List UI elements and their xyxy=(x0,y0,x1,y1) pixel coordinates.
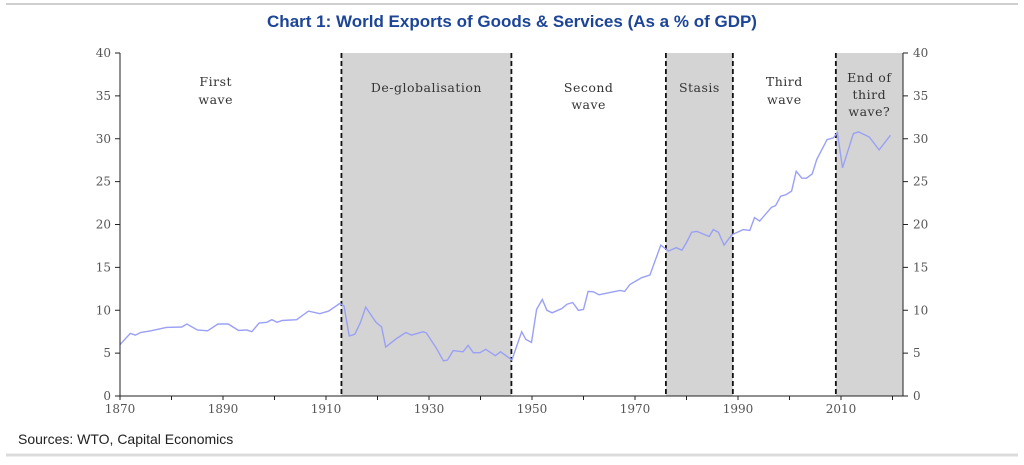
y-tick-label-left: 20 xyxy=(96,218,111,232)
chart-title: Chart 1: World Exports of Goods & Servic… xyxy=(267,12,757,31)
x-tick-label: 1910 xyxy=(311,402,342,416)
regions: First wave De-globalisation Second wave Stasi… xyxy=(198,53,903,396)
axes: 0 5 10 15 20 25 30 35 40 0 5 10 15 20 25 30 35 40 1870 1890… xyxy=(96,46,929,416)
region-label: wave xyxy=(571,97,606,112)
x-tick-label: 1950 xyxy=(517,402,548,416)
y-tick-label-right: 15 xyxy=(913,260,928,274)
y-tick-label-left: 30 xyxy=(96,132,111,146)
x-tick-label: 1890 xyxy=(208,402,239,416)
y-tick-label-left: 5 xyxy=(103,346,111,360)
region-label: De-globalisation xyxy=(371,80,482,95)
y-tick-label-left: 35 xyxy=(96,89,111,103)
y-tick-label-left: 0 xyxy=(103,389,111,403)
x-tick-label: 1930 xyxy=(414,402,445,416)
y-tick-label-right: 30 xyxy=(913,132,928,146)
y-tick-label-right: 25 xyxy=(913,175,928,189)
x-tick-label: 1870 xyxy=(105,402,136,416)
region-label: First xyxy=(199,74,232,89)
shaded-region xyxy=(835,53,903,396)
source-note: Sources: WTO, Capital Economics xyxy=(18,431,233,447)
region-label: End of xyxy=(847,70,892,85)
x-tick-label: 1970 xyxy=(620,402,651,416)
region-label: wave? xyxy=(848,104,890,119)
x-tick-label: 1990 xyxy=(723,402,754,416)
y-tick-label-left: 10 xyxy=(96,303,111,317)
y-tick-label-right: 35 xyxy=(913,89,928,103)
region-label: third xyxy=(853,87,887,102)
y-tick-label-left: 40 xyxy=(96,46,111,60)
region-label: Second xyxy=(564,80,614,95)
y-tick-label-left: 15 xyxy=(96,260,111,274)
y-tick-label-right: 10 xyxy=(913,303,928,317)
shaded-region xyxy=(665,53,733,396)
y-tick-label-right: 40 xyxy=(913,46,928,60)
region-label: Stasis xyxy=(679,80,720,95)
x-tick-label: 2010 xyxy=(826,402,857,416)
shaded-region xyxy=(341,53,512,396)
region-label: wave xyxy=(767,92,802,107)
series xyxy=(119,130,891,362)
y-tick-label-right: 5 xyxy=(913,346,921,360)
y-tick-label-right: 20 xyxy=(913,218,928,232)
y-tick-label-left: 25 xyxy=(96,175,111,189)
y-tick-label-right: 0 xyxy=(913,389,921,403)
region-label: wave xyxy=(198,92,233,107)
region-label: Third xyxy=(766,74,803,89)
series-line xyxy=(119,130,891,362)
